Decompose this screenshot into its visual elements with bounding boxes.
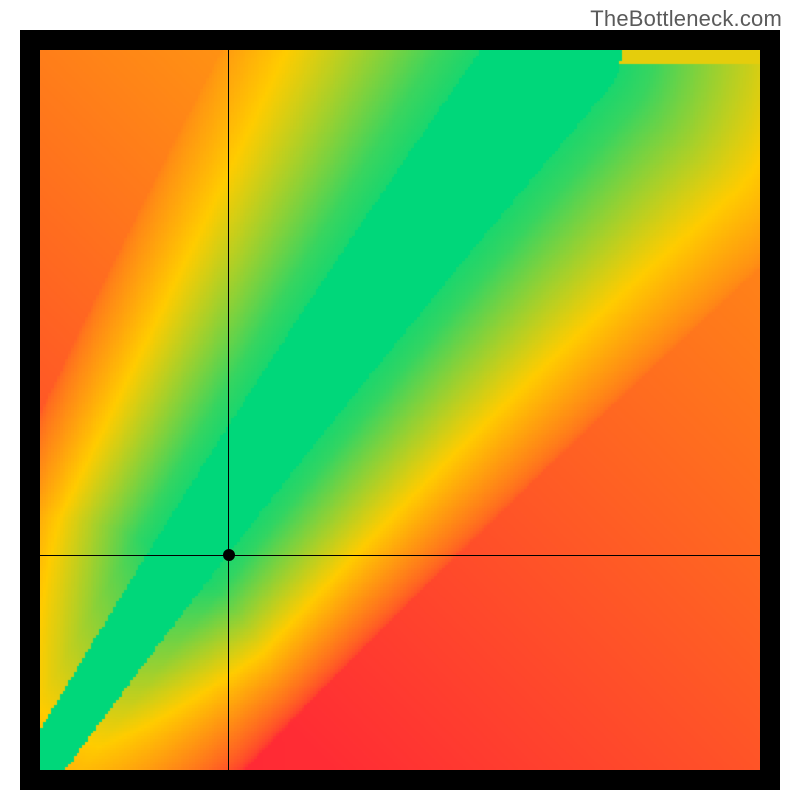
watermark-text: TheBottleneck.com [590, 6, 782, 32]
crosshair-vertical [228, 50, 229, 770]
crosshair-point [223, 549, 235, 561]
chart-container: TheBottleneck.com [0, 0, 800, 800]
plot-area [20, 30, 780, 790]
crosshair-horizontal [40, 555, 760, 556]
heatmap-canvas [40, 50, 760, 770]
